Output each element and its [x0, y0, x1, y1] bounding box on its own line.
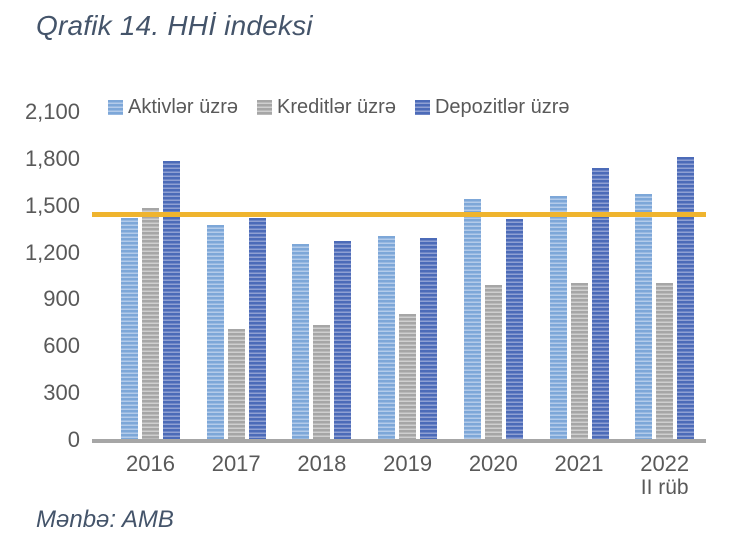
bar-depozitler-2021: [591, 167, 609, 441]
y-tick-label: 600: [43, 333, 80, 359]
bar-aktivler-2022: [635, 194, 653, 441]
y-tick-label: 1,800: [24, 145, 80, 171]
legend-item-aktivler: Aktivlər üzrə: [108, 96, 238, 119]
legend-label-depozitler: Depozitlər üzrə: [434, 96, 570, 118]
legend-item-depozitler: Depozitlər üzrə: [414, 96, 570, 119]
threshold-line: [92, 212, 706, 218]
bar-kreditler-2020: [484, 284, 502, 441]
bar-aktivler-2018: [292, 244, 310, 441]
y-tick-label: 300: [43, 380, 80, 406]
bar-depozitler-2020: [505, 219, 523, 441]
x-tick-label-2019: 2019: [383, 451, 433, 476]
legend-label-aktivler: Aktivlər üzrə: [128, 96, 239, 118]
bar-aktivler-2016: [121, 217, 138, 441]
bar-kreditler-2022: [656, 283, 674, 441]
bar-depozitler-2022: [677, 156, 695, 441]
bar-aktivler-2021: [549, 195, 567, 441]
source-note: Mənbə: AMB: [36, 506, 174, 533]
y-tick-label: 1,500: [24, 192, 80, 218]
bar-kreditler-2018: [313, 325, 331, 441]
legend-swatch-depozitler-icon: [414, 100, 430, 115]
x-tick-label-2022: 2022 II rüb: [640, 451, 690, 500]
x-axis-line: [92, 439, 706, 443]
x-tick-label-2018: 2018: [297, 451, 347, 476]
y-tick-label: 900: [43, 286, 80, 312]
y-tick-label: 1,200: [24, 239, 80, 265]
legend-swatch-kreditler-icon: [257, 100, 273, 115]
chart-legend: Aktivlər üzrə Kreditlər üzrə Depozitlər üz…: [108, 96, 569, 119]
y-tick-label: 2,100: [24, 99, 80, 124]
bar-kreditler-2016: [142, 208, 159, 441]
bar-kreditler-2019: [399, 314, 417, 441]
x-tick-label-2021: 2021: [554, 451, 604, 476]
x-tick-label-2016: 2016: [126, 451, 175, 476]
x-tick-label-2020: 2020: [468, 451, 518, 476]
bar-kreditler-2017: [227, 328, 245, 441]
bar-aktivler-2017: [206, 225, 224, 441]
legend-item-kreditler: Kreditlər üzrə: [257, 96, 396, 119]
chart-title: Qrafik 14. HHİ indeksi: [36, 10, 313, 41]
bar-depozitler-2016: [163, 161, 180, 441]
y-tick-label: 0: [67, 427, 80, 452]
bar-kreditler-2021: [570, 283, 588, 441]
bar-depozitler-2019: [420, 237, 438, 441]
legend-swatch-aktivler-icon: [108, 100, 123, 115]
bar-aktivler-2020: [463, 198, 481, 441]
bar-depozitler-2018: [334, 241, 352, 441]
bar-aktivler-2019: [378, 236, 396, 441]
x-tick-label-2017: 2017: [211, 451, 261, 476]
legend-label-kreditler: Kreditlər üzrə: [277, 96, 396, 118]
bar-depozitler-2017: [248, 217, 266, 441]
